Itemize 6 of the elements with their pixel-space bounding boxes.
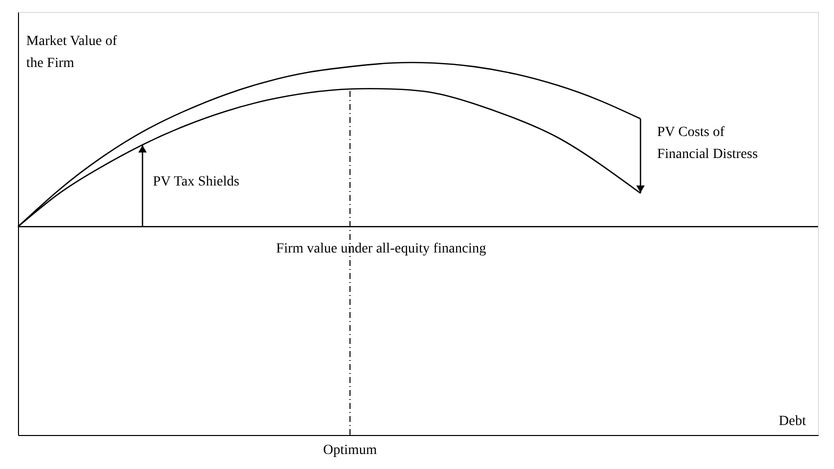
text: Optimum [323,443,377,458]
y-axis-title: Market Value of the Firm [26,34,118,71]
ref-line-label: Firm value under all-equity financing [276,242,486,257]
annotation: PV Tax Shields [152,174,240,190]
annotation: PV Costs of Financial Distress [657,124,758,162]
text: Debt [778,414,806,429]
